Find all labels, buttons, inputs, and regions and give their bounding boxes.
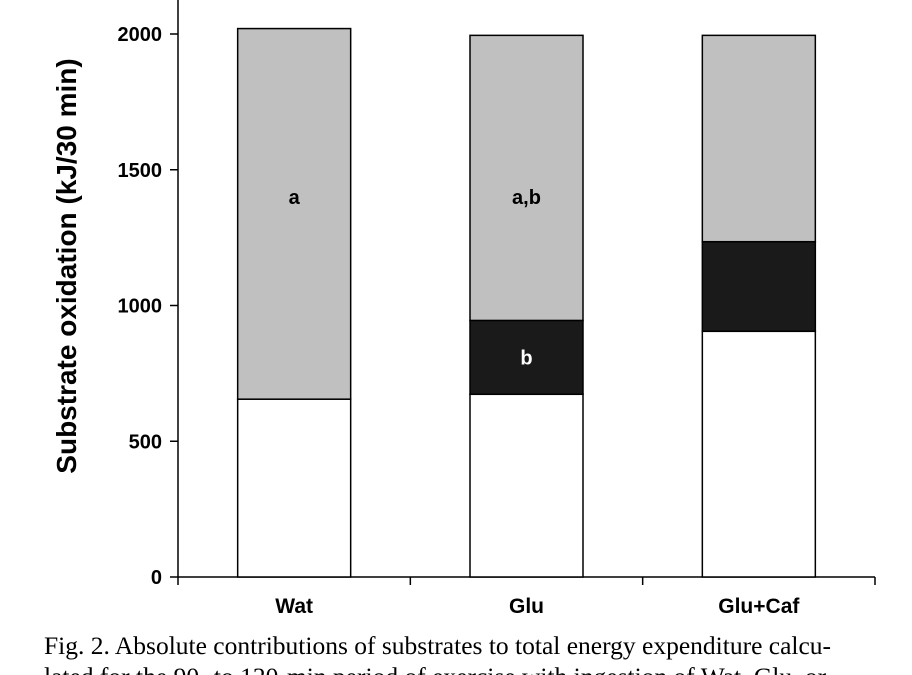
figure-caption: Fig. 2. Absolute contributions of substr… (44, 630, 904, 675)
caption-line-2: lated for the 90- to 120-min period of e… (44, 661, 904, 675)
bar-segment-glu-caf-1 (701, 240, 817, 333)
bar-segment-glu-0 (469, 393, 584, 578)
x-category-label: Wat (275, 595, 313, 618)
x-category-label: Glu (509, 595, 544, 618)
bar-segment-wat-0 (236, 398, 352, 578)
y-tick-label: 0 (151, 567, 162, 589)
x-category-label: Glu+Caf (718, 595, 800, 618)
caption-line-1: Fig. 2. Absolute contributions of substr… (44, 631, 832, 660)
y-tick-label: 1500 (118, 160, 163, 182)
y-tick-label: 500 (129, 431, 162, 453)
y-axis-title: Substrate oxidation (kJ/30 min) (51, 58, 82, 473)
bar-segment-wat-2 (236, 27, 352, 400)
y-tick-label: 1000 (118, 296, 163, 318)
bar-segment-glu-caf-0 (701, 330, 817, 578)
bar-segment-glu-2 (469, 34, 584, 322)
bar-segment-glu-caf-2 (701, 34, 817, 243)
labels: 0 500 1000 1500 2000 Wat Glu Glu+Caf a a,b b (118, 24, 801, 618)
significance-annotation: a,b (512, 187, 541, 209)
y-tick-label: 2000 (118, 24, 163, 46)
bar-segment-glu-1 (469, 319, 584, 396)
stacked-bar-chart: 0 500 1000 1500 2000 Wat Glu Glu+Caf a a,b b Subst… (51, 0, 876, 618)
significance-annotation: a (289, 187, 301, 209)
bars (236, 27, 817, 578)
significance-annotation: b (520, 347, 532, 369)
